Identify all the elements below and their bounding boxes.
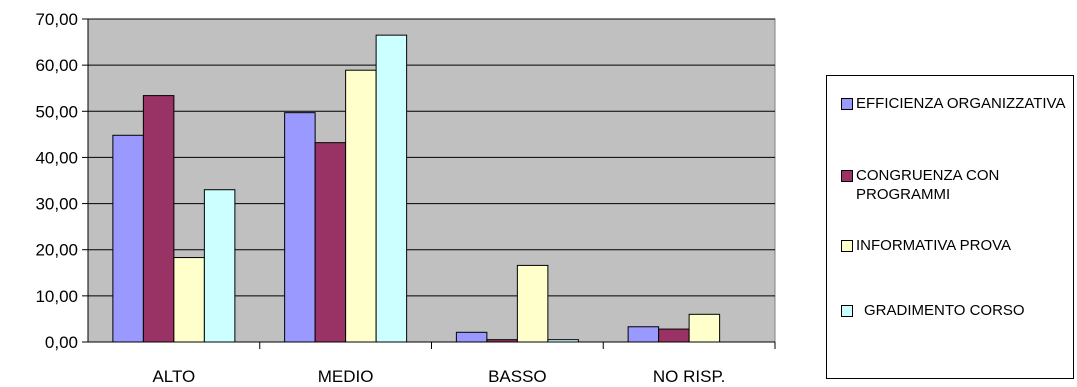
- bar-medio-3: [375, 34, 408, 343]
- bar-alto-3: [203, 189, 236, 343]
- bar-basso-2: [516, 264, 549, 343]
- bar-medio-1: [314, 142, 347, 343]
- legend-swatch-gradimento: [841, 305, 853, 317]
- bar-alto-2: [173, 257, 205, 343]
- legend: EFFICIENZA ORGANIZZATIVA CONGRUENZA CON …: [826, 75, 1074, 379]
- bar-norisp-2: [688, 313, 721, 343]
- bar-alto-1: [142, 95, 175, 343]
- legend-item-informativa: INFORMATIVA PROVA: [841, 236, 1066, 255]
- bar-basso-0: [455, 331, 488, 343]
- y-tick-label: 20,00: [35, 241, 78, 260]
- y-tick-label: 10,00: [35, 287, 78, 306]
- x-tick-label: NO RISP.: [653, 367, 725, 386]
- y-tick-label: 40,00: [35, 148, 78, 167]
- bar-medio-2: [345, 69, 377, 343]
- legend-label-informativa: INFORMATIVA PROVA: [856, 237, 1012, 254]
- legend-item-congruenza: CONGRUENZA CON PROGRAMMI: [841, 166, 1066, 204]
- bar-norisp-1: [658, 328, 690, 343]
- legend-swatch-informativa: [841, 240, 853, 252]
- x-tick-label: MEDIO: [318, 367, 374, 386]
- bar-medio-0: [284, 112, 316, 343]
- bar-norisp-0: [627, 326, 660, 343]
- y-tick-label: 30,00: [35, 195, 78, 214]
- bar-basso-1: [486, 339, 518, 343]
- legend-item-efficienza: EFFICIENZA ORGANIZZATIVA: [841, 94, 1066, 113]
- x-tick-label: BASSO: [488, 367, 547, 386]
- legend-label-gradimento: GRADIMENTO CORSO: [864, 302, 1025, 319]
- legend-label-efficienza: EFFICIENZA ORGANIZZATIVA: [856, 95, 1066, 112]
- legend-swatch-congruenza: [841, 170, 853, 182]
- legend-item-gradimento: GRADIMENTO CORSO: [841, 301, 1074, 320]
- y-tick-label: 60,00: [35, 56, 78, 75]
- y-tick-label: 50,00: [35, 102, 78, 121]
- bar-basso-3: [547, 339, 579, 343]
- y-tick-label: 70,00: [35, 10, 78, 29]
- legend-swatch-efficienza: [841, 98, 853, 110]
- y-tick-label: 0,00: [45, 333, 78, 352]
- bar-alto-0: [112, 134, 144, 343]
- x-tick-label: ALTO: [152, 367, 195, 386]
- legend-label-congruenza: CONGRUENZA CON PROGRAMMI: [856, 167, 1000, 203]
